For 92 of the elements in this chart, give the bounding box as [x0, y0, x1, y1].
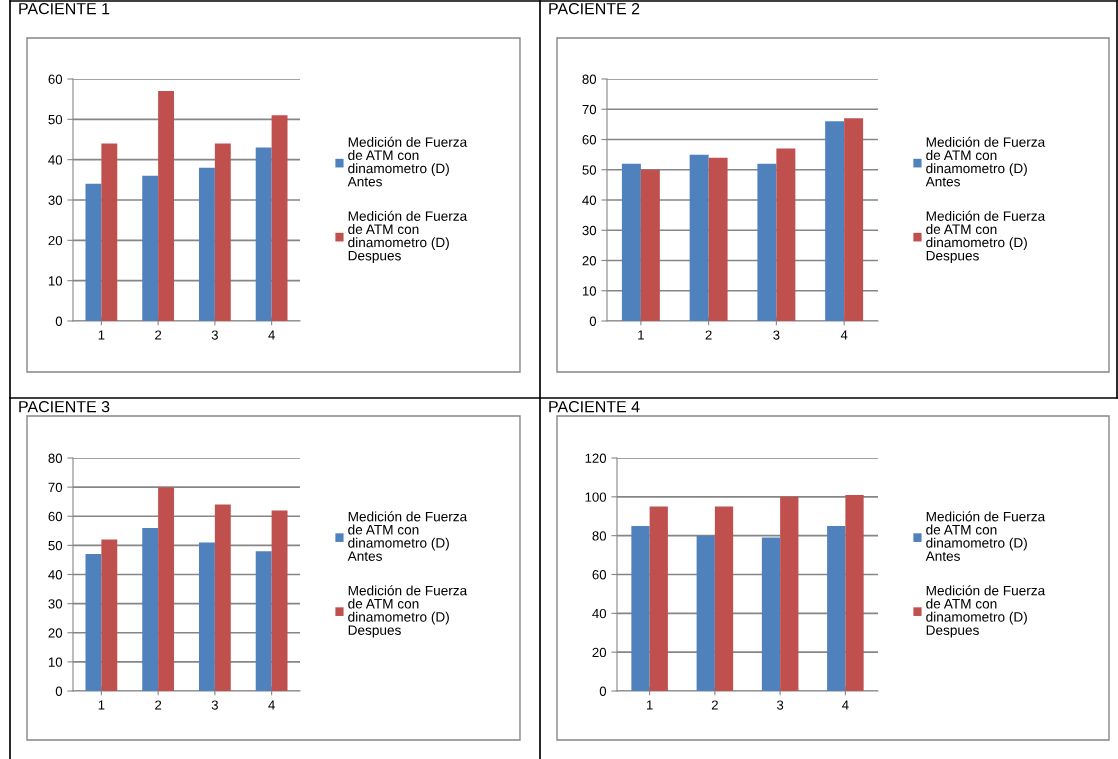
- legend-label: Medición de Fuerza de ATM con dinamometro (D) Despues: [348, 585, 468, 638]
- x-tick-label: 1: [646, 700, 653, 710]
- x-tick-label: 3: [773, 330, 780, 340]
- y-tick-label: 10: [48, 276, 63, 286]
- bar: [825, 121, 845, 321]
- x-tick-label: 1: [98, 700, 105, 710]
- bar: [640, 169, 660, 321]
- legend-label: Medición de Fuerza de ATM con dinamometro (D) Despues: [926, 210, 1046, 264]
- y-tick-label: 10: [582, 286, 597, 296]
- x-tick-label: 3: [776, 700, 784, 710]
- y-tick-label: 40: [592, 608, 607, 619]
- bar: [142, 527, 159, 691]
- bar: [714, 506, 734, 691]
- y-tick-label: 60: [592, 570, 607, 580]
- y-tick-label: 60: [48, 74, 63, 84]
- bar: [696, 535, 715, 691]
- bar: [649, 506, 668, 691]
- y-tick-label: 80: [582, 74, 597, 84]
- y-tick-label: 60: [48, 511, 63, 522]
- bar: [689, 154, 709, 321]
- y-tick-label: 50: [48, 540, 63, 551]
- y-tick-label: 70: [48, 482, 63, 493]
- x-tick-label: 2: [705, 330, 712, 340]
- bar: [271, 115, 288, 321]
- y-tick-label: 50: [582, 165, 597, 175]
- x-tick-label: 2: [711, 700, 718, 710]
- bar: [158, 91, 175, 321]
- bar: [158, 487, 175, 691]
- y-tick-label: 0: [599, 686, 607, 696]
- legend-label: Medición de Fuerza de ATM con dinamometro (D) Despues: [926, 585, 1046, 638]
- bar: [101, 143, 118, 321]
- y-tick-label: 80: [592, 531, 607, 541]
- y-tick-label: 100: [585, 492, 607, 502]
- bar: [757, 163, 777, 321]
- x-tick-label: 4: [268, 330, 275, 340]
- y-tick-label: 40: [582, 195, 597, 205]
- chart-title: PACIENTE 4: [549, 400, 640, 413]
- bar: [214, 504, 231, 691]
- y-tick-label: 70: [582, 104, 597, 115]
- bar: [844, 118, 864, 321]
- x-tick-label: 4: [840, 330, 848, 340]
- bar: [631, 525, 650, 691]
- y-tick-label: 0: [55, 686, 63, 696]
- bar: [621, 163, 641, 321]
- y-tick-label: 20: [48, 235, 63, 246]
- y-tick-label: 10: [48, 657, 63, 667]
- legend-label: Medición de Fuerza de ATM con dinamometro (D) Antes: [925, 511, 1046, 561]
- chart-title: PACIENTE 3: [19, 400, 110, 413]
- y-tick-label: 120: [585, 453, 607, 463]
- bar: [101, 539, 118, 691]
- bar: [776, 148, 796, 321]
- y-tick-label: 60: [582, 135, 597, 145]
- legend-label: Medición de Fuerza de ATM con dinamometro (D) Antes: [925, 136, 1046, 187]
- y-tick-label: 30: [48, 599, 63, 609]
- x-tick-label: 2: [155, 700, 162, 710]
- chart-title: PACIENTE 1: [19, 2, 110, 15]
- y-tick-label: 20: [592, 647, 607, 658]
- bar: [198, 167, 215, 321]
- bar: [845, 494, 864, 691]
- bar: [255, 147, 272, 321]
- x-tick-label: 3: [211, 330, 218, 340]
- y-tick-label: 30: [48, 195, 63, 205]
- x-tick-label: 4: [842, 700, 849, 710]
- y-tick-label: 0: [55, 316, 63, 326]
- legend-label: Medición de Fuerza de ATM con dinamometro (D) Antes: [347, 136, 468, 187]
- bar: [142, 175, 159, 321]
- y-tick-label: 0: [589, 316, 597, 326]
- x-tick-label: 3: [211, 700, 218, 710]
- x-tick-label: 4: [268, 700, 275, 710]
- bar: [761, 537, 781, 691]
- bar: [198, 542, 215, 691]
- chart-title: PACIENTE 2: [549, 2, 640, 15]
- y-tick-label: 40: [48, 155, 63, 165]
- bar: [271, 510, 288, 691]
- bar: [708, 157, 728, 321]
- bar: [85, 183, 102, 321]
- legend-label: Medición de Fuerza de ATM con dinamometro (D) Antes: [347, 511, 468, 561]
- bar: [214, 143, 231, 321]
- x-tick-label: 1: [638, 330, 644, 340]
- y-tick-label: 50: [48, 114, 63, 125]
- y-tick-label: 30: [582, 225, 597, 236]
- x-tick-label: 2: [155, 330, 162, 340]
- x-tick-label: 1: [98, 330, 105, 340]
- y-tick-label: 40: [48, 570, 63, 580]
- bar: [255, 551, 272, 691]
- bar: [827, 525, 846, 691]
- y-tick-label: 20: [48, 628, 63, 638]
- bar: [780, 496, 799, 691]
- legend-label: Medición de Fuerza de ATM con dinamometro (D) Despues: [348, 210, 468, 264]
- y-tick-label: 20: [582, 256, 597, 266]
- bar: [85, 554, 102, 691]
- y-tick-label: 80: [48, 453, 63, 463]
